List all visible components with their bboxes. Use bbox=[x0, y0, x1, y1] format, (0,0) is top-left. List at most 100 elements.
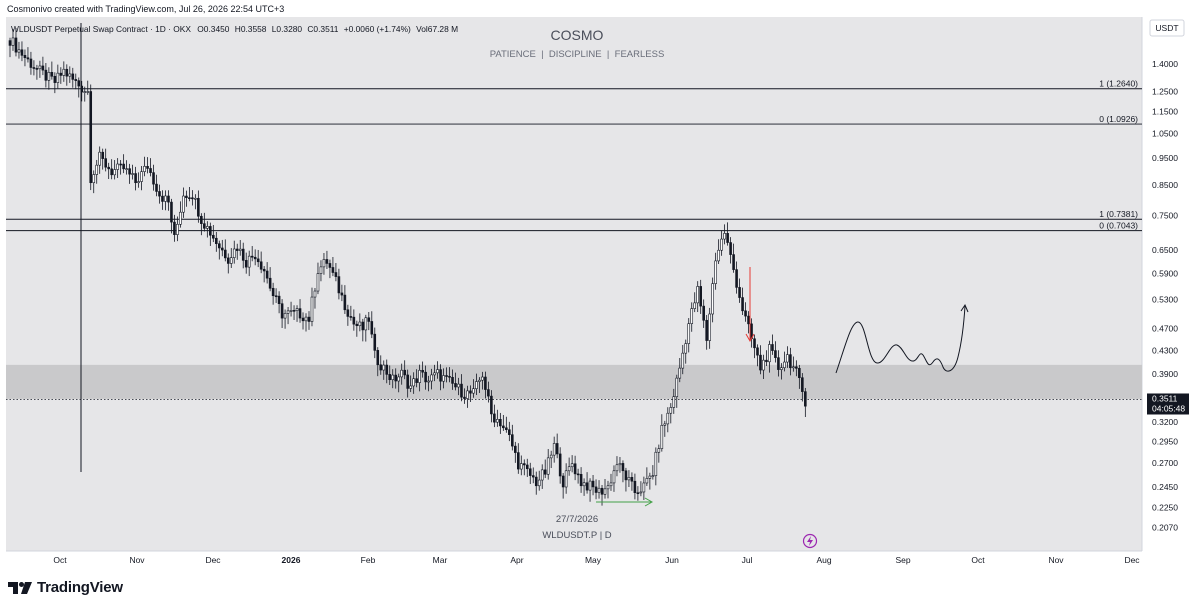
candle-253 bbox=[765, 350, 768, 367]
candle-179 bbox=[543, 459, 547, 479]
candle-49 bbox=[155, 174, 158, 197]
candle-120 bbox=[367, 312, 371, 331]
candle-42 bbox=[134, 166, 137, 191]
candle-195 bbox=[591, 475, 595, 496]
candle-140 bbox=[427, 375, 430, 392]
candle-113 bbox=[346, 304, 350, 326]
candle-130 bbox=[397, 373, 401, 393]
candle-160 bbox=[487, 381, 490, 403]
price-tick-9: 0.5300 bbox=[1152, 295, 1178, 305]
horizontal-levels[interactable]: 1 (1.2640) 0 (1.0926) 1 (0.7381) 0 (0.7043) bbox=[6, 79, 1142, 232]
candle-206 bbox=[624, 467, 628, 492]
currency-selector[interactable] bbox=[1149, 19, 1185, 37]
time-tick-2: Dec bbox=[205, 555, 221, 565]
lightning-icon[interactable] bbox=[802, 533, 818, 549]
candle-135 bbox=[412, 372, 415, 394]
currency-label: USDT bbox=[1155, 23, 1178, 33]
candle-171 bbox=[519, 455, 523, 476]
candle-196 bbox=[594, 479, 598, 500]
candle-263 bbox=[795, 360, 798, 377]
candle-118 bbox=[361, 318, 365, 342]
candle-63 bbox=[197, 190, 200, 223]
candle-19 bbox=[65, 64, 69, 86]
candle-158 bbox=[481, 371, 484, 390]
candle-175 bbox=[531, 467, 535, 484]
candle-129 bbox=[394, 368, 398, 389]
time-axis[interactable] bbox=[6, 551, 1142, 569]
candle-211 bbox=[639, 481, 643, 497]
green-right-arrow[interactable] bbox=[596, 497, 654, 507]
candle-82 bbox=[253, 249, 257, 266]
candle-38 bbox=[122, 154, 125, 174]
candle-217 bbox=[657, 444, 661, 463]
candle-244 bbox=[738, 278, 741, 303]
candle-151 bbox=[460, 374, 463, 402]
time-tick-3: 2026 bbox=[282, 555, 301, 565]
candle-224 bbox=[678, 358, 682, 383]
price-axis-ticks: 1.4000 1.2500 1.1500 1.0500 0.9500 0.8500 0.75… bbox=[1152, 59, 1178, 533]
candle-89 bbox=[274, 288, 278, 303]
red-down-arrow[interactable] bbox=[745, 267, 755, 343]
candle-107 bbox=[328, 259, 332, 279]
price-tick-5: 0.8500 bbox=[1152, 180, 1178, 190]
price-chart[interactable]: COSMO PATIENCE | DISCIPLINE | FEARLESS W… bbox=[0, 17, 1200, 569]
price-tick-11: 0.4300 bbox=[1152, 345, 1178, 355]
price-tick-16: 0.2450 bbox=[1152, 482, 1178, 492]
candle-234 bbox=[708, 307, 711, 349]
candle-127 bbox=[388, 365, 392, 385]
time-tick-8: Jun bbox=[665, 555, 679, 565]
legend-volume: Vol67.28 M bbox=[416, 24, 458, 34]
candle-219 bbox=[663, 420, 667, 437]
price-tick-6: 0.7500 bbox=[1152, 210, 1178, 220]
candle-50 bbox=[158, 184, 161, 204]
candle-68 bbox=[212, 224, 215, 243]
candle-115 bbox=[352, 309, 356, 331]
candle-147 bbox=[448, 367, 451, 383]
candle-178 bbox=[540, 464, 544, 489]
candle-121 bbox=[370, 311, 374, 339]
price-tick-1: 1.2500 bbox=[1152, 86, 1178, 96]
candle-124 bbox=[379, 355, 383, 375]
candle-164 bbox=[499, 412, 502, 434]
candle-98 bbox=[301, 312, 305, 330]
price-axis[interactable] bbox=[1142, 17, 1200, 551]
candle-194 bbox=[588, 478, 592, 502]
price-tick-15: 0.2700 bbox=[1152, 458, 1178, 468]
time-tick-5: Mar bbox=[433, 555, 448, 565]
candle-84 bbox=[259, 251, 263, 274]
candle-220 bbox=[666, 407, 670, 433]
price-tick-14: 0.2950 bbox=[1152, 437, 1178, 447]
candle-3 bbox=[17, 41, 21, 59]
candle-9 bbox=[35, 64, 39, 80]
candle-186 bbox=[564, 463, 568, 494]
candle-142 bbox=[433, 364, 436, 382]
candle-110 bbox=[337, 268, 341, 300]
plot-background bbox=[6, 17, 1142, 551]
candle-117 bbox=[358, 313, 362, 332]
candle-190 bbox=[576, 468, 580, 484]
ohlc-legend: WLDUSDT Perpetual Swap Contract · 1D · O… bbox=[11, 24, 458, 34]
candle-109 bbox=[334, 262, 338, 282]
candle-233 bbox=[705, 315, 708, 350]
candle-8 bbox=[32, 60, 36, 76]
chart-frame[interactable]: COSMO PATIENCE | DISCIPLINE | FEARLESS W… bbox=[0, 17, 1200, 569]
candle-245 bbox=[741, 287, 744, 315]
candle-95 bbox=[292, 305, 296, 320]
candle-161 bbox=[490, 390, 493, 423]
candle-54 bbox=[170, 198, 173, 234]
candle-13 bbox=[47, 67, 51, 90]
candle-157 bbox=[478, 377, 481, 394]
candle-258 bbox=[780, 363, 783, 380]
candle-173 bbox=[525, 458, 529, 477]
candle-94 bbox=[289, 301, 293, 317]
candle-86 bbox=[265, 262, 269, 284]
countdown-label: 04:05:48 bbox=[1152, 403, 1185, 413]
candle-28 bbox=[92, 170, 96, 194]
candle-204 bbox=[618, 456, 622, 473]
candle-146 bbox=[445, 367, 448, 383]
tradingview-brand[interactable]: TradingView bbox=[8, 579, 123, 596]
projection-drawing[interactable] bbox=[835, 305, 966, 374]
price-tick-13: 0.3200 bbox=[1152, 417, 1178, 427]
time-tick-7: May bbox=[585, 555, 602, 565]
price-tick-7: 0.6500 bbox=[1152, 245, 1178, 255]
